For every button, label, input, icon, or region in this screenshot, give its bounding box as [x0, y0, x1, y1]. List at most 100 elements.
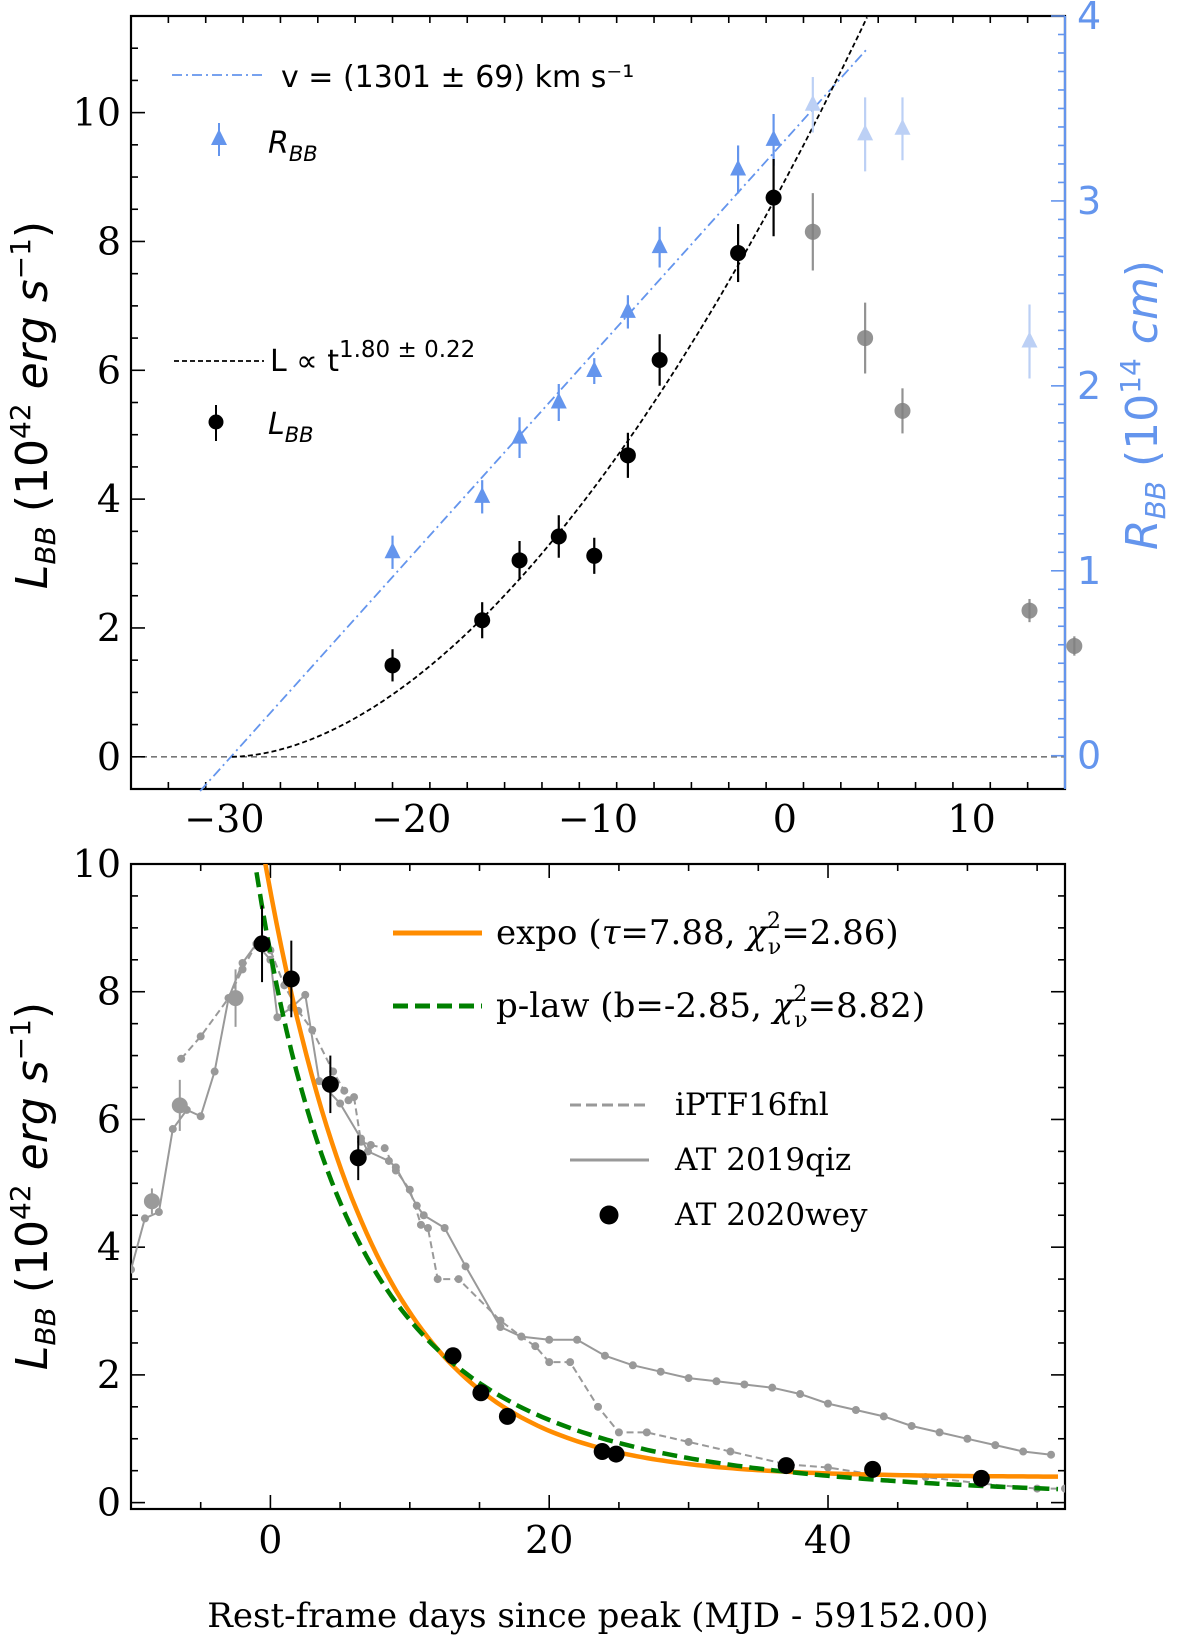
at2019qiz-point	[1047, 1450, 1056, 1459]
at2019qiz-point	[573, 1335, 582, 1344]
bottom-data-points	[143, 905, 990, 1487]
top-y2-axis-label: RBB (1014 cm)	[1114, 260, 1172, 550]
plaw-fit-curve	[254, 871, 1059, 1492]
y-tick-label: 8	[97, 970, 121, 1014]
iptf16fnl-point	[308, 1026, 317, 1035]
y-tick-label: 2	[97, 1353, 121, 1397]
y2-tick-label: 2	[1077, 364, 1101, 408]
iptf16fnl-point	[454, 1275, 463, 1284]
rbb-point	[384, 542, 401, 559]
at2019qiz-point	[301, 990, 310, 999]
excluded-point	[143, 1193, 160, 1210]
legend-rbb-label: RBB	[268, 126, 318, 166]
y2-tick-label: 1	[1077, 549, 1101, 593]
iptf16fnl-point	[340, 1086, 349, 1095]
y-tick-label: 2	[97, 606, 121, 650]
at2019qiz-point	[461, 1262, 470, 1271]
y-tick-label: 0	[97, 1481, 121, 1525]
iptf16fnl-point	[545, 1358, 554, 1367]
iptf16fnl-point	[416, 1220, 425, 1229]
rbb-point	[894, 118, 911, 135]
lbb-point	[619, 447, 636, 464]
y-tick-label: 8	[97, 219, 121, 263]
excluded-point	[227, 990, 244, 1007]
legend-wey-label: AT 2020wey	[674, 1197, 868, 1233]
legend-rbb-marker	[211, 129, 227, 145]
y2-tick-label: 3	[1077, 179, 1101, 223]
lbb-point	[894, 402, 911, 419]
bottom-legend: expo (τ=7.88, χ2 ν=2.86) p-law (b=-2.85, …	[393, 909, 925, 1233]
iptf16fnl-point	[517, 1332, 526, 1341]
bottom-fit-curves	[254, 864, 1059, 1492]
lbb-point	[730, 245, 747, 262]
lbb-point	[511, 552, 528, 569]
bottom-x-axis-label: Rest-frame days since peak (MJD - 59152.…	[207, 1596, 988, 1636]
at2019qiz-point	[315, 1077, 324, 1086]
top-legend: v = (1301 ± 69) km s⁻¹ RBB L ∝ t1.80 ± 0…	[172, 60, 634, 447]
at2019qiz-point	[210, 1067, 219, 1076]
top-axes-ticks: −30 −20 −10 0 10 0 2 4 6 8 10 0 1 2 3 4	[73, 0, 1102, 841]
iptf16fnl-point	[350, 1093, 359, 1102]
legend-velocity-label: v = (1301 ± 69) km s⁻¹	[281, 60, 634, 95]
top-data-points	[384, 77, 1083, 682]
at2019qiz-point	[336, 1099, 345, 1108]
rbb-point	[474, 486, 491, 503]
y-tick-label: 6	[97, 348, 121, 392]
rbb-point	[550, 392, 567, 409]
lbb-point	[651, 351, 668, 368]
at2020wey-point	[593, 1443, 611, 1461]
at2019qiz-point	[768, 1383, 777, 1392]
iptf16fnl-point	[405, 1185, 414, 1194]
y-tick-label: 4	[97, 1225, 121, 1269]
at2019qiz-point	[796, 1390, 805, 1399]
lbb-point	[384, 657, 401, 674]
at2019qiz-point	[1019, 1447, 1028, 1456]
at2019qiz-point	[168, 1125, 177, 1134]
at2019qiz-point	[273, 1013, 282, 1022]
iptf16fnl-point	[433, 1275, 442, 1284]
x-tick-label: 40	[804, 1518, 852, 1562]
at2019qiz-point	[824, 1399, 833, 1408]
y2-tick-label: 0	[1077, 734, 1101, 778]
at2020wey-point	[321, 1075, 339, 1093]
y-tick-label: 6	[97, 1097, 121, 1141]
legend-lbb-marker	[208, 414, 224, 430]
lbb-point	[1066, 637, 1083, 654]
velocity-fit-line	[199, 48, 868, 792]
rbb-point	[511, 427, 528, 444]
iptf16fnl-point	[177, 1054, 186, 1063]
at2019qiz-point	[363, 1147, 372, 1156]
at2019qiz-point	[196, 1112, 205, 1121]
at2020wey-point	[777, 1457, 795, 1475]
y-tick-label: 4	[97, 477, 121, 521]
iptf16fnl-point	[238, 965, 247, 974]
at2019qiz-point	[496, 1322, 505, 1331]
rbb-point	[1021, 331, 1038, 348]
iptf16fnl-point	[642, 1428, 651, 1437]
iptf16fnl-point	[566, 1358, 575, 1367]
lbb-point	[474, 612, 491, 629]
lbb-point	[765, 189, 782, 206]
lbb-point	[804, 223, 821, 240]
iptf16fnl-point	[196, 1032, 205, 1041]
at2019qiz-point	[684, 1374, 693, 1383]
at2019qiz-point	[740, 1380, 749, 1389]
at2020wey-point	[253, 935, 271, 953]
bottom-y-axis-label: LBB (1042 erg s−1)	[4, 1002, 62, 1370]
iptf16fnl-point	[1061, 1484, 1065, 1493]
rbb-point	[804, 94, 821, 111]
y-tick-label: 10	[73, 91, 121, 135]
rbb-point	[765, 129, 782, 146]
legend-plaw-label: p-law (b=-2.85, χ2 ν=8.82)	[496, 982, 925, 1033]
legend-iptf-label: iPTF16fnl	[675, 1087, 829, 1123]
at2020wey-point	[498, 1407, 516, 1425]
x-tick-label: 0	[773, 797, 797, 841]
legend-expo-label: expo (τ=7.88, χ2 ν=2.86)	[496, 909, 899, 960]
at2020wey-point	[607, 1445, 625, 1463]
bottom-panel: 0 20 40 0 2 4 6 8 10 expo (τ=7.88, χ2 ν=2.86) p-l…	[4, 842, 1067, 1636]
at2019qiz-point	[545, 1335, 554, 1344]
x-tick-label: 0	[258, 1518, 282, 1562]
bottom-axes-ticks: 0 20 40 0 2 4 6 8 10	[73, 842, 1065, 1562]
rbb-point	[586, 361, 603, 378]
legend-lbb-label: LBB	[268, 407, 314, 447]
